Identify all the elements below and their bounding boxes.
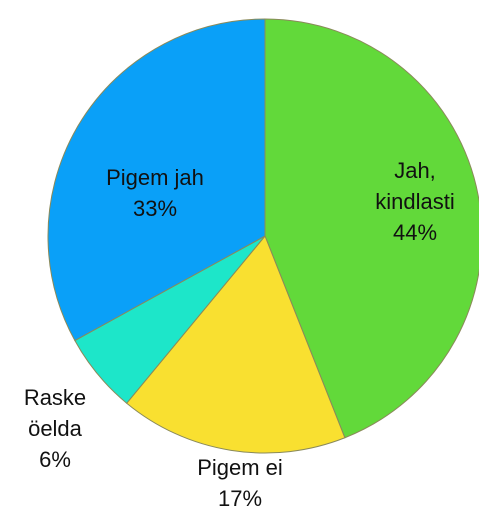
pie-slice [125, 235, 346, 454]
value-label: 6% [39, 447, 71, 472]
category-label: Jah, kindlasti [375, 158, 455, 214]
pie-slice [47, 18, 266, 342]
value-label: 33% [132, 196, 178, 221]
category-label: Raske öelda [23, 385, 87, 441]
slice-label: Raske öelda 6% [10, 382, 100, 475]
value-label: 44% [392, 220, 438, 245]
category-label: Pigem jah [106, 165, 204, 190]
pie-slice [264, 18, 479, 439]
slice-label: Pigem jah 33% [60, 162, 250, 224]
category-label: Pigem ei [197, 455, 283, 480]
slice-label: Jah, kindlasti 44% [360, 155, 470, 248]
value-label: 17% [217, 486, 263, 511]
slice-label: Pigem ei 17% [170, 452, 310, 514]
